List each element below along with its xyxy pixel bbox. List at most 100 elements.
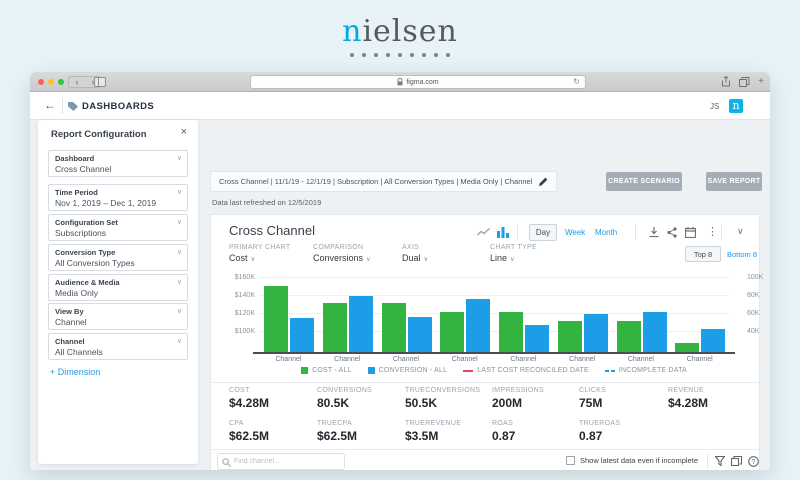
cost-bar[interactable] — [381, 302, 406, 352]
edit-pencil-icon[interactable] — [538, 177, 548, 187]
cost-bar[interactable] — [675, 343, 700, 352]
browser-window: ‹ › figma.com ↻ + ← DASHBOARDS JS n — [30, 72, 770, 470]
nielsen-badge[interactable]: n — [729, 99, 743, 113]
sidebar-card-label: Dashboard — [55, 154, 95, 163]
right-axis-tick: 100K — [747, 274, 764, 282]
cost-bar[interactable] — [322, 302, 347, 352]
svg-text:?: ? — [752, 459, 756, 466]
divider — [211, 382, 761, 383]
collapse-chevron-icon[interactable]: ∨ — [737, 226, 744, 236]
chart-type-select[interactable]: Line ∨ — [490, 253, 515, 263]
chevron-down-icon: ∨ — [423, 256, 429, 263]
address-bar[interactable]: figma.com ↻ — [250, 75, 586, 89]
primary-chart-label: PRIMARY CHART — [229, 244, 291, 251]
metric-label: IMPRESSIONS — [492, 387, 544, 394]
cost-bar[interactable] — [616, 321, 641, 352]
user-initials[interactable]: JS — [710, 102, 720, 111]
legend-item-cost-all: COST - ALL — [301, 367, 352, 374]
filter-icon[interactable] — [715, 456, 725, 466]
time-toggle-day[interactable]: Day — [529, 224, 557, 241]
conversion-bar[interactable] — [583, 314, 608, 352]
metric-label: TRUEROAS — [579, 420, 621, 427]
conversion-bar[interactable] — [642, 312, 667, 352]
refresh-icon[interactable]: ↻ — [573, 77, 580, 86]
chart-baseline — [253, 352, 735, 354]
calendar-icon[interactable] — [685, 227, 696, 238]
minimize-window-button[interactable] — [48, 79, 54, 85]
show-latest-checkbox[interactable] — [566, 456, 575, 465]
conversion-bar[interactable] — [290, 317, 314, 352]
sidebar-card-dashboard[interactable]: Dashboard Cross Channel ∨ — [48, 150, 188, 177]
bar-chart-plot — [259, 272, 729, 352]
line-chart-toggle-icon[interactable] — [477, 228, 490, 237]
bottom8-button[interactable]: Bottom 8 — [727, 250, 758, 259]
nielsen-logo: nielsen — [0, 14, 800, 57]
divider — [721, 225, 722, 240]
app-title: DASHBOARDS — [82, 101, 155, 112]
create-scenario-button[interactable]: CREATE SCENARIO — [606, 172, 682, 191]
sidebar-card-conversion-type[interactable]: Conversion Type All Conversion Types ∨ — [48, 244, 188, 271]
conversion-bar[interactable] — [407, 316, 432, 352]
cost-bar[interactable] — [557, 321, 582, 352]
sidebar-card-view-by[interactable]: View By Channel ∨ — [48, 303, 188, 330]
conversion-bar[interactable] — [466, 299, 491, 352]
browser-sidebar-icon[interactable] — [94, 77, 106, 87]
sidebar-card-time-period[interactable]: Time Period Nov 1, 2019 – Dec 1, 2019 ∨ — [48, 184, 188, 211]
close-window-button[interactable] — [38, 79, 44, 85]
left-axis-tick: $120K — [234, 310, 255, 318]
browser-forward-icon[interactable]: › — [91, 77, 95, 87]
columns-icon[interactable] — [731, 456, 742, 466]
close-icon[interactable]: × — [180, 126, 187, 138]
url-text: figma.com — [406, 78, 439, 86]
bar-chart-toggle-icon[interactable] — [497, 227, 509, 238]
save-report-button[interactable]: SAVE REPORT — [706, 172, 762, 191]
tag-icon — [68, 102, 78, 111]
x-axis-label: Channel — [275, 356, 302, 363]
metric-value: 75M — [579, 396, 603, 410]
show-latest-label: Show latest data even if incomplete — [580, 456, 698, 465]
channel-search[interactable] — [217, 453, 345, 470]
lock-icon — [397, 78, 403, 86]
sidebar-card-channel[interactable]: Channel All Channels ∨ — [48, 333, 188, 360]
top8-button[interactable]: Top 8 — [685, 246, 721, 262]
add-dimension-link[interactable]: + Dimension — [50, 367, 101, 377]
share-chart-icon[interactable] — [667, 227, 677, 238]
cost-bar[interactable] — [264, 286, 288, 352]
kebab-menu-icon[interactable]: ⋮ — [707, 226, 718, 238]
chart-title: Cross Channel — [229, 223, 315, 238]
metric-label: CPA — [229, 420, 244, 427]
time-toggle-week[interactable]: Week — [565, 228, 586, 237]
logo-dots — [0, 53, 800, 57]
share-icon[interactable] — [721, 76, 731, 87]
dash — [610, 369, 615, 372]
tabs-icon[interactable] — [739, 76, 750, 87]
conversion-bar[interactable] — [348, 296, 373, 352]
download-icon[interactable] — [649, 227, 659, 238]
cost-bar[interactable] — [440, 311, 465, 352]
help-icon[interactable]: ? — [748, 456, 759, 467]
sidebar-card-configuration-set[interactable]: Configuration Set Subscriptions ∨ — [48, 214, 188, 241]
axis-select[interactable]: Dual ∨ — [402, 253, 429, 263]
sidebar-card-audience-media[interactable]: Audience & Media Media Only ∨ — [48, 274, 188, 301]
search-input[interactable] — [234, 455, 340, 468]
comparison-select[interactable]: Conversions ∨ — [313, 253, 371, 263]
new-tab-icon[interactable]: + — [758, 75, 764, 87]
divider — [211, 449, 761, 450]
sidebar-card-value: All Conversion Types — [55, 258, 135, 268]
time-toggle-month[interactable]: Month — [595, 228, 618, 237]
axis-label: AXIS — [402, 244, 420, 251]
conversion-bar[interactable] — [701, 328, 726, 352]
chart-type-label: CHART TYPE — [490, 244, 537, 251]
browser-back-icon[interactable]: ‹ — [75, 77, 79, 87]
logo-dot — [446, 53, 450, 57]
app-header: ← DASHBOARDS JS n — [30, 92, 770, 120]
metric-label: CLICKS — [579, 387, 607, 394]
primary-chart-select[interactable]: Cost ∨ — [229, 253, 256, 263]
legend-swatch — [604, 369, 615, 372]
data-refreshed-note: Data last refreshed on 12/5/2019 — [212, 198, 322, 207]
back-arrow-icon[interactable]: ← — [44, 98, 56, 112]
cost-bar[interactable] — [499, 311, 523, 352]
conversion-bar[interactable] — [525, 325, 549, 352]
sidebar-card-label: View By — [55, 307, 84, 316]
maximize-window-button[interactable] — [58, 79, 64, 85]
